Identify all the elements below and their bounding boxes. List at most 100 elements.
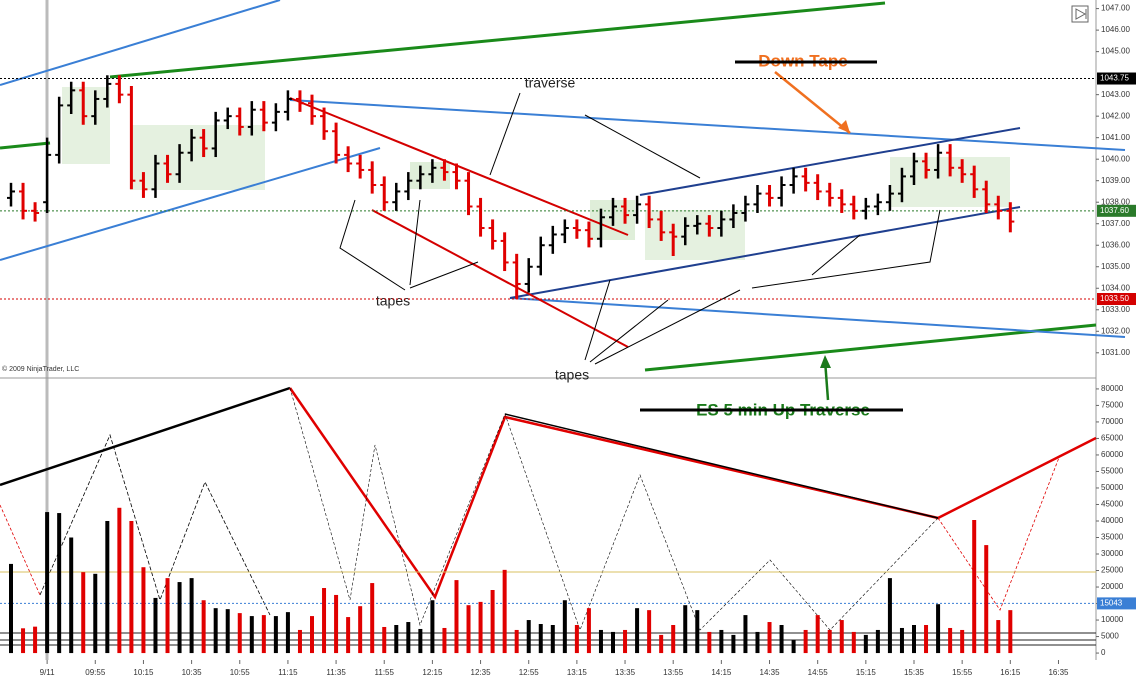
trend-line xyxy=(109,1,886,79)
volume-bar xyxy=(153,597,158,654)
volume-bar xyxy=(526,620,531,654)
volume-bar xyxy=(45,512,50,654)
volume-bar xyxy=(189,578,194,654)
volume-bar xyxy=(839,620,844,654)
x-tick-label: 11:55 xyxy=(375,668,395,677)
y-tick-label: 45000 xyxy=(1101,500,1124,509)
zigzag xyxy=(289,387,939,631)
channel-line xyxy=(371,209,629,348)
volume-bar xyxy=(273,616,278,654)
y-tick-label: 50000 xyxy=(1101,483,1124,492)
volume-bar xyxy=(9,563,13,654)
volume-bar xyxy=(261,615,266,654)
volume-bar xyxy=(430,600,435,654)
volume-bar xyxy=(936,604,941,654)
x-tick-label: 9/11 xyxy=(40,668,56,677)
volume-bar xyxy=(574,625,579,654)
volume-bar xyxy=(165,578,170,654)
volume-bar xyxy=(502,569,507,654)
x-tick-label: 14:35 xyxy=(760,668,781,677)
y-tick-label: 20000 xyxy=(1101,582,1124,591)
channel-line xyxy=(289,99,1126,151)
volume-bar xyxy=(466,605,471,654)
volume-bar xyxy=(851,631,856,654)
channel-line xyxy=(509,297,1126,338)
x-tick-label: 15:15 xyxy=(856,668,877,677)
volume-bar xyxy=(57,513,62,654)
volume-bar xyxy=(538,624,543,654)
marker-box xyxy=(1097,597,1136,610)
x-tick-label: 12:55 xyxy=(519,668,540,677)
volume-bar xyxy=(478,601,483,654)
y-tick-label: 75000 xyxy=(1101,401,1124,410)
volume-bar xyxy=(863,634,868,654)
volume-bar xyxy=(550,625,555,654)
volume-bar xyxy=(972,520,977,654)
volume-bar xyxy=(623,629,628,654)
y-tick-label: 1033.00 xyxy=(1101,305,1130,314)
volume-bar xyxy=(815,615,820,654)
volume-bar xyxy=(611,631,615,654)
zigzag xyxy=(39,433,271,616)
volume-bar xyxy=(213,608,218,654)
volume-bar xyxy=(647,610,652,654)
zigzag xyxy=(0,454,1061,611)
volume-bar xyxy=(1008,610,1013,654)
x-tick-label: 11:35 xyxy=(326,668,346,677)
y-tick-label: 40000 xyxy=(1101,516,1124,525)
volume-bar xyxy=(69,537,74,654)
volume-bar xyxy=(924,625,929,654)
volume-bar xyxy=(454,580,459,654)
volume-bar xyxy=(346,617,351,654)
volume-bar xyxy=(803,629,808,654)
x-tick-label: 10:15 xyxy=(133,668,154,677)
arrow xyxy=(774,71,851,134)
volume-bar xyxy=(249,616,254,654)
y-tick-label: 1036.00 xyxy=(1101,240,1130,249)
x-tick-label: 14:55 xyxy=(808,668,829,677)
volume-bar xyxy=(598,629,603,654)
volume-bar xyxy=(779,625,784,654)
y-tick-label: 65000 xyxy=(1101,434,1124,443)
y-tick-label: 1040.00 xyxy=(1101,154,1130,163)
y-tick-label: 25000 xyxy=(1101,566,1124,575)
volume-bar xyxy=(33,626,38,654)
play-button[interactable] xyxy=(1071,5,1089,23)
y-tick-label: 1041.00 xyxy=(1101,133,1130,142)
volume-bar xyxy=(948,627,953,654)
y-tick-label: 1047.00 xyxy=(1101,4,1130,13)
volume-bar xyxy=(105,520,110,654)
x-tick-label: 09:55 xyxy=(85,668,106,677)
pointer xyxy=(339,199,479,291)
volume-bar xyxy=(81,572,86,654)
volume-bar xyxy=(322,588,327,654)
x-tick-label: 14:15 xyxy=(711,668,732,677)
zigzag xyxy=(288,387,1097,600)
y-tick-label: 1039.00 xyxy=(1101,176,1130,185)
annotation: tapes xyxy=(555,367,589,383)
volume-bar xyxy=(791,640,796,654)
x-tick-label: 13:35 xyxy=(615,668,636,677)
x-tick-label: 13:15 xyxy=(567,668,588,677)
annotation: tapes xyxy=(376,293,410,309)
volume-bar xyxy=(93,573,98,654)
channel-line xyxy=(0,0,281,86)
volume-bar xyxy=(755,631,760,654)
volume-bar xyxy=(370,583,375,654)
y-tick-label: 1035.00 xyxy=(1101,262,1130,271)
volume-bar xyxy=(659,634,664,654)
volume-bar xyxy=(406,622,411,654)
volume-bar xyxy=(141,567,146,654)
volume-bar xyxy=(707,631,712,654)
volume-bar xyxy=(394,625,399,654)
y-tick-label: 10000 xyxy=(1101,615,1124,624)
x-tick-label: 10:55 xyxy=(230,668,251,677)
y-tick-label: 1032.00 xyxy=(1101,326,1130,335)
volume-bar xyxy=(21,628,26,654)
volume-bar xyxy=(887,578,892,654)
volume-bar xyxy=(334,594,339,654)
volume-bar xyxy=(418,628,423,654)
y-tick-label: 60000 xyxy=(1101,450,1124,459)
volume-bar xyxy=(767,622,772,654)
volume-bar xyxy=(719,629,724,654)
